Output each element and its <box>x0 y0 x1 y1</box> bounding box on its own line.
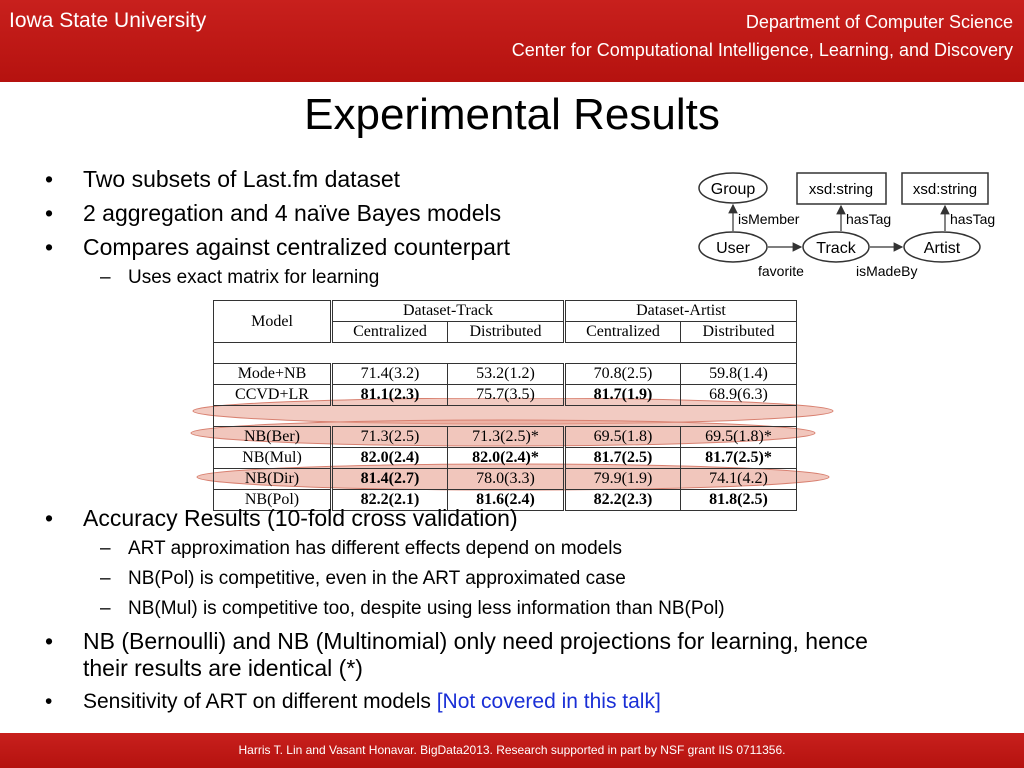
has-tag-label-2: hasTag <box>950 211 995 227</box>
dash-icon: – <box>100 568 111 589</box>
subheader-cell: Distributed <box>447 321 566 343</box>
university-name: Iowa State University <box>9 9 207 32</box>
center-name: Center for Computational Intelligence, L… <box>511 40 1013 60</box>
user-label: User <box>716 240 750 257</box>
group-label: Group <box>711 181 756 198</box>
dash-icon: – <box>100 538 111 559</box>
xsd-node-2 <box>901 172 989 205</box>
value-cell: 82.0(2.4)* <box>447 447 566 469</box>
results-table: Model Dataset-Track Dataset-Artist Centr… <box>213 300 797 511</box>
subheader-row: Centralized Distributed Centralized Dist… <box>214 321 797 343</box>
value-cell: 70.8(2.5) <box>564 363 681 385</box>
dash-icon: – <box>100 267 111 288</box>
table-row: NB(Pol) 82.2(2.1) 81.6(2.4) 82.2(2.3) 81… <box>213 489 797 511</box>
xsd-label-1: xsd:string <box>809 181 873 198</box>
bullet-text-wrapper: Sensitivity of ART on different models [… <box>83 690 661 714</box>
value-cell: 53.2(1.2) <box>447 363 566 385</box>
bullet-icon: • <box>45 690 53 713</box>
value-cell: 81.7(2.5) <box>564 447 681 469</box>
bullet-icon: • <box>45 166 54 192</box>
gap-row <box>213 342 797 364</box>
value-cell: 78.0(3.3) <box>447 468 566 490</box>
value-cell: 71.3(2.5) <box>331 426 448 448</box>
group-header-track: Dataset-Track <box>331 300 566 322</box>
value-cell: 79.9(1.9) <box>564 468 681 490</box>
footer-bar: Harris T. Lin and Vasant Honavar. BigDat… <box>0 733 1024 768</box>
results-table-wrapper: Model Dataset-Track Dataset-Artist Centr… <box>213 300 797 511</box>
artist-label: Artist <box>924 240 961 257</box>
gap-row <box>213 405 797 427</box>
model-cell: NB(Ber) <box>213 426 333 448</box>
table-row: CCVD+LR 81.1(2.3) 75.7(3.5) 81.7(1.9) 68… <box>213 384 797 406</box>
subheader-cell: Centralized <box>564 321 681 343</box>
favorite-label: favorite <box>758 263 804 279</box>
schema-diagram: Group xsd:string xsd:string User Track A… <box>698 172 995 279</box>
bullet-multiline-text: NB (Bernoulli) and NB (Multinomial) only… <box>83 628 868 682</box>
bullet-line-2: their results are identical (*) <box>83 655 363 681</box>
sensitivity-text: Sensitivity of ART on different models <box>83 690 431 713</box>
bullet-icon: • <box>45 200 54 226</box>
footer-credit: Harris T. Lin and Vasant Honavar. BigDat… <box>238 743 786 757</box>
value-cell: 82.2(2.3) <box>564 489 681 511</box>
value-cell: 69.5(1.8)* <box>680 426 797 448</box>
artist-node <box>903 231 981 263</box>
value-cell: 81.6(2.4) <box>447 489 566 511</box>
has-tag-label-1: hasTag <box>846 211 891 227</box>
value-cell: 74.1(4.2) <box>680 468 797 490</box>
table-row: NB(Dir) 81.4(2.7) 78.0(3.3) 79.9(1.9) 74… <box>213 468 797 490</box>
value-cell: 81.7(2.5)* <box>680 447 797 469</box>
bullet-icon: • <box>45 628 54 654</box>
department-block: Department of Computer Science Center fo… <box>512 8 1013 64</box>
value-cell: 75.7(3.5) <box>447 384 566 406</box>
model-cell: NB(Mul) <box>213 447 333 469</box>
value-cell: 81.1(2.3) <box>331 384 448 406</box>
bullet-icon: • <box>45 505 54 531</box>
department-name: Department of Computer Science <box>745 12 1013 32</box>
value-cell: 69.5(1.8) <box>564 426 681 448</box>
table-row: NB(Ber) 71.3(2.5) 71.3(2.5)* 69.5(1.8) 6… <box>213 426 797 448</box>
value-cell: 82.0(2.4) <box>331 447 448 469</box>
xsd-label-2: xsd:string <box>913 181 977 198</box>
value-cell: 68.9(6.3) <box>680 384 797 406</box>
model-cell: NB(Dir) <box>213 468 333 490</box>
model-cell: CCVD+LR <box>213 384 333 406</box>
track-node <box>802 231 870 263</box>
slide-title: Experimental Results <box>304 90 720 139</box>
value-cell: 81.7(1.9) <box>564 384 681 406</box>
value-cell: 59.8(1.4) <box>680 363 797 385</box>
is-made-by-label: isMadeBy <box>856 263 917 279</box>
model-cell: NB(Pol) <box>213 489 333 511</box>
value-cell: 81.4(2.7) <box>331 468 448 490</box>
is-member-label: isMember <box>738 211 800 227</box>
group-header-artist: Dataset-Artist <box>564 300 797 322</box>
header-row: Model Dataset-Track Dataset-Artist <box>213 300 797 343</box>
not-covered-note: [Not covered in this talk] <box>436 690 661 713</box>
model-header: Model <box>213 300 333 343</box>
table-row: Mode+NB 71.4(3.2) 53.2(1.2) 70.8(2.5) 59… <box>213 363 797 385</box>
value-cell: 81.8(2.5) <box>680 489 797 511</box>
table-row: NB(Mul) 82.0(2.4) 82.0(2.4)* 81.7(2.5) 8… <box>213 447 797 469</box>
dash-icon: – <box>100 598 111 619</box>
user-node <box>698 231 768 263</box>
value-cell: 71.4(3.2) <box>331 363 448 385</box>
value-cell: 71.3(2.5)* <box>447 426 566 448</box>
group-node <box>698 172 768 204</box>
header-bar: Iowa State University Department of Comp… <box>0 0 1024 82</box>
subheader-cell: Centralized <box>331 321 448 343</box>
bullet-line-1: NB (Bernoulli) and NB (Multinomial) only… <box>83 628 868 654</box>
model-cell: Mode+NB <box>213 363 333 385</box>
subheader-cell: Distributed <box>680 321 797 343</box>
bullet-icon: • <box>45 234 54 260</box>
xsd-node-1 <box>796 172 887 205</box>
track-label: Track <box>816 240 856 257</box>
